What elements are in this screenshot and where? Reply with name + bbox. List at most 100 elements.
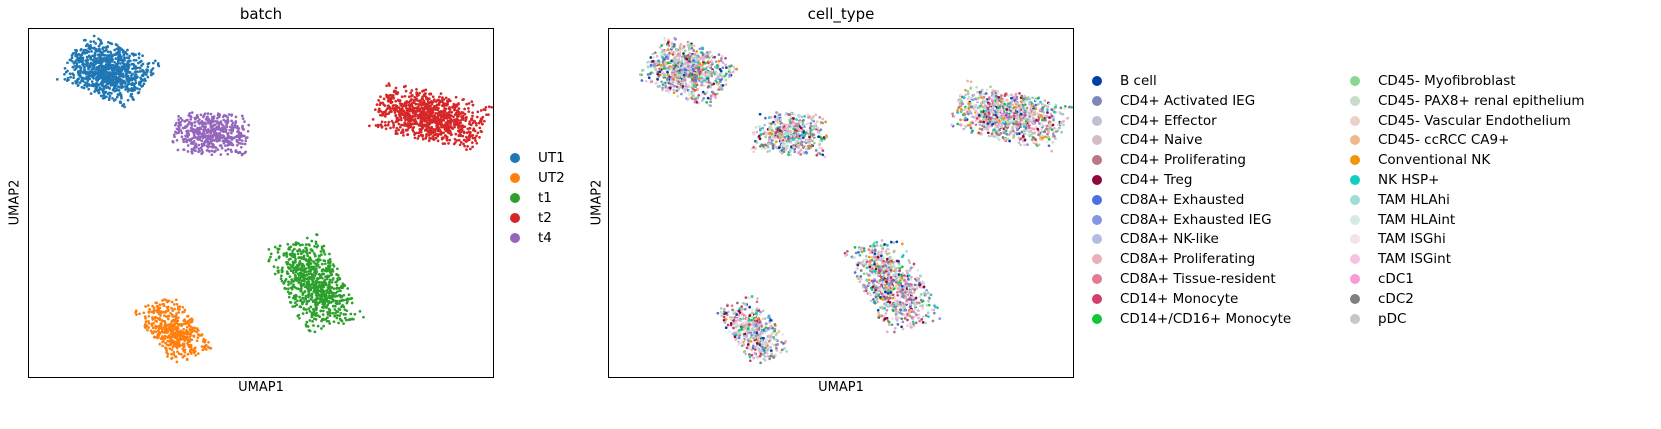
data-point xyxy=(476,131,480,135)
data-point xyxy=(293,304,297,308)
data-point xyxy=(146,304,150,307)
data-point xyxy=(469,117,473,121)
data-point xyxy=(670,59,674,63)
data-point xyxy=(190,348,194,352)
data-point xyxy=(151,326,155,330)
data-point xyxy=(284,287,287,291)
data-point xyxy=(308,243,311,247)
data-point xyxy=(424,88,428,92)
data-point xyxy=(297,255,301,259)
data-point xyxy=(392,124,396,127)
data-point xyxy=(330,280,334,284)
data-point xyxy=(200,334,203,337)
data-point xyxy=(279,277,283,281)
data-point xyxy=(102,90,106,94)
data-point xyxy=(434,100,438,103)
data-point xyxy=(380,120,384,124)
data-point xyxy=(706,50,709,54)
data-point xyxy=(418,101,422,104)
data-point xyxy=(695,71,699,74)
data-point xyxy=(701,55,705,59)
data-point xyxy=(195,339,199,343)
data-point xyxy=(182,331,186,334)
data-point xyxy=(662,42,666,46)
data-point xyxy=(119,100,122,103)
data-point xyxy=(683,87,686,91)
data-point xyxy=(681,65,685,69)
data-point xyxy=(467,102,471,105)
data-point xyxy=(180,131,184,135)
data-point xyxy=(127,81,131,84)
data-point xyxy=(347,293,351,297)
data-point xyxy=(691,87,695,91)
data-point xyxy=(446,99,449,103)
data-point xyxy=(454,95,458,99)
data-point xyxy=(745,306,749,309)
data-point xyxy=(175,340,178,343)
data-point xyxy=(182,336,185,340)
data-point xyxy=(173,307,176,311)
data-point xyxy=(238,138,242,142)
data-point xyxy=(382,113,385,117)
data-point xyxy=(149,329,153,333)
data-point xyxy=(406,133,409,137)
data-point xyxy=(92,34,96,38)
data-point xyxy=(101,83,104,86)
data-point xyxy=(284,278,288,281)
data-point xyxy=(708,64,712,68)
data-point xyxy=(679,42,683,46)
data-point xyxy=(768,357,771,361)
data-point xyxy=(161,344,164,348)
data-point xyxy=(487,113,490,116)
data-point xyxy=(753,345,757,349)
data-point xyxy=(142,78,146,82)
data-point xyxy=(773,323,777,326)
data-point xyxy=(186,332,189,336)
data-point xyxy=(88,71,92,75)
data-point xyxy=(474,139,477,143)
data-point xyxy=(193,121,197,124)
data-point xyxy=(688,89,692,93)
data-point xyxy=(775,338,779,342)
data-point xyxy=(723,312,726,316)
data-point xyxy=(722,315,726,319)
data-point xyxy=(306,286,310,290)
data-point xyxy=(459,128,463,132)
data-point xyxy=(294,270,298,274)
data-point xyxy=(146,75,150,79)
data-point xyxy=(688,74,692,78)
data-point xyxy=(177,115,180,118)
data-point xyxy=(161,299,164,302)
data-point xyxy=(461,134,465,138)
data-point xyxy=(119,62,122,65)
data-point xyxy=(313,244,316,248)
data-point xyxy=(724,63,727,67)
data-point xyxy=(328,289,332,293)
data-point xyxy=(312,308,316,312)
data-point xyxy=(220,146,224,150)
data-point xyxy=(323,262,327,266)
data-point xyxy=(106,80,110,84)
data-point xyxy=(691,97,694,101)
data-point xyxy=(759,349,763,353)
data-point xyxy=(698,47,702,51)
data-point xyxy=(234,115,238,119)
data-point xyxy=(316,244,320,248)
data-point xyxy=(350,301,354,305)
data-point xyxy=(134,78,137,82)
data-point xyxy=(169,338,173,341)
legend-item: t2 xyxy=(510,210,552,226)
data-point xyxy=(158,342,162,346)
data-point xyxy=(427,102,430,105)
data-point xyxy=(343,308,347,311)
data-point xyxy=(393,111,397,114)
data-point xyxy=(720,54,724,58)
data-point xyxy=(434,133,438,136)
data-point xyxy=(423,102,427,106)
data-point xyxy=(110,68,114,71)
data-point xyxy=(120,68,124,71)
data-point xyxy=(280,274,283,278)
data-point xyxy=(92,67,96,71)
data-point xyxy=(190,338,194,342)
data-point xyxy=(725,66,728,69)
